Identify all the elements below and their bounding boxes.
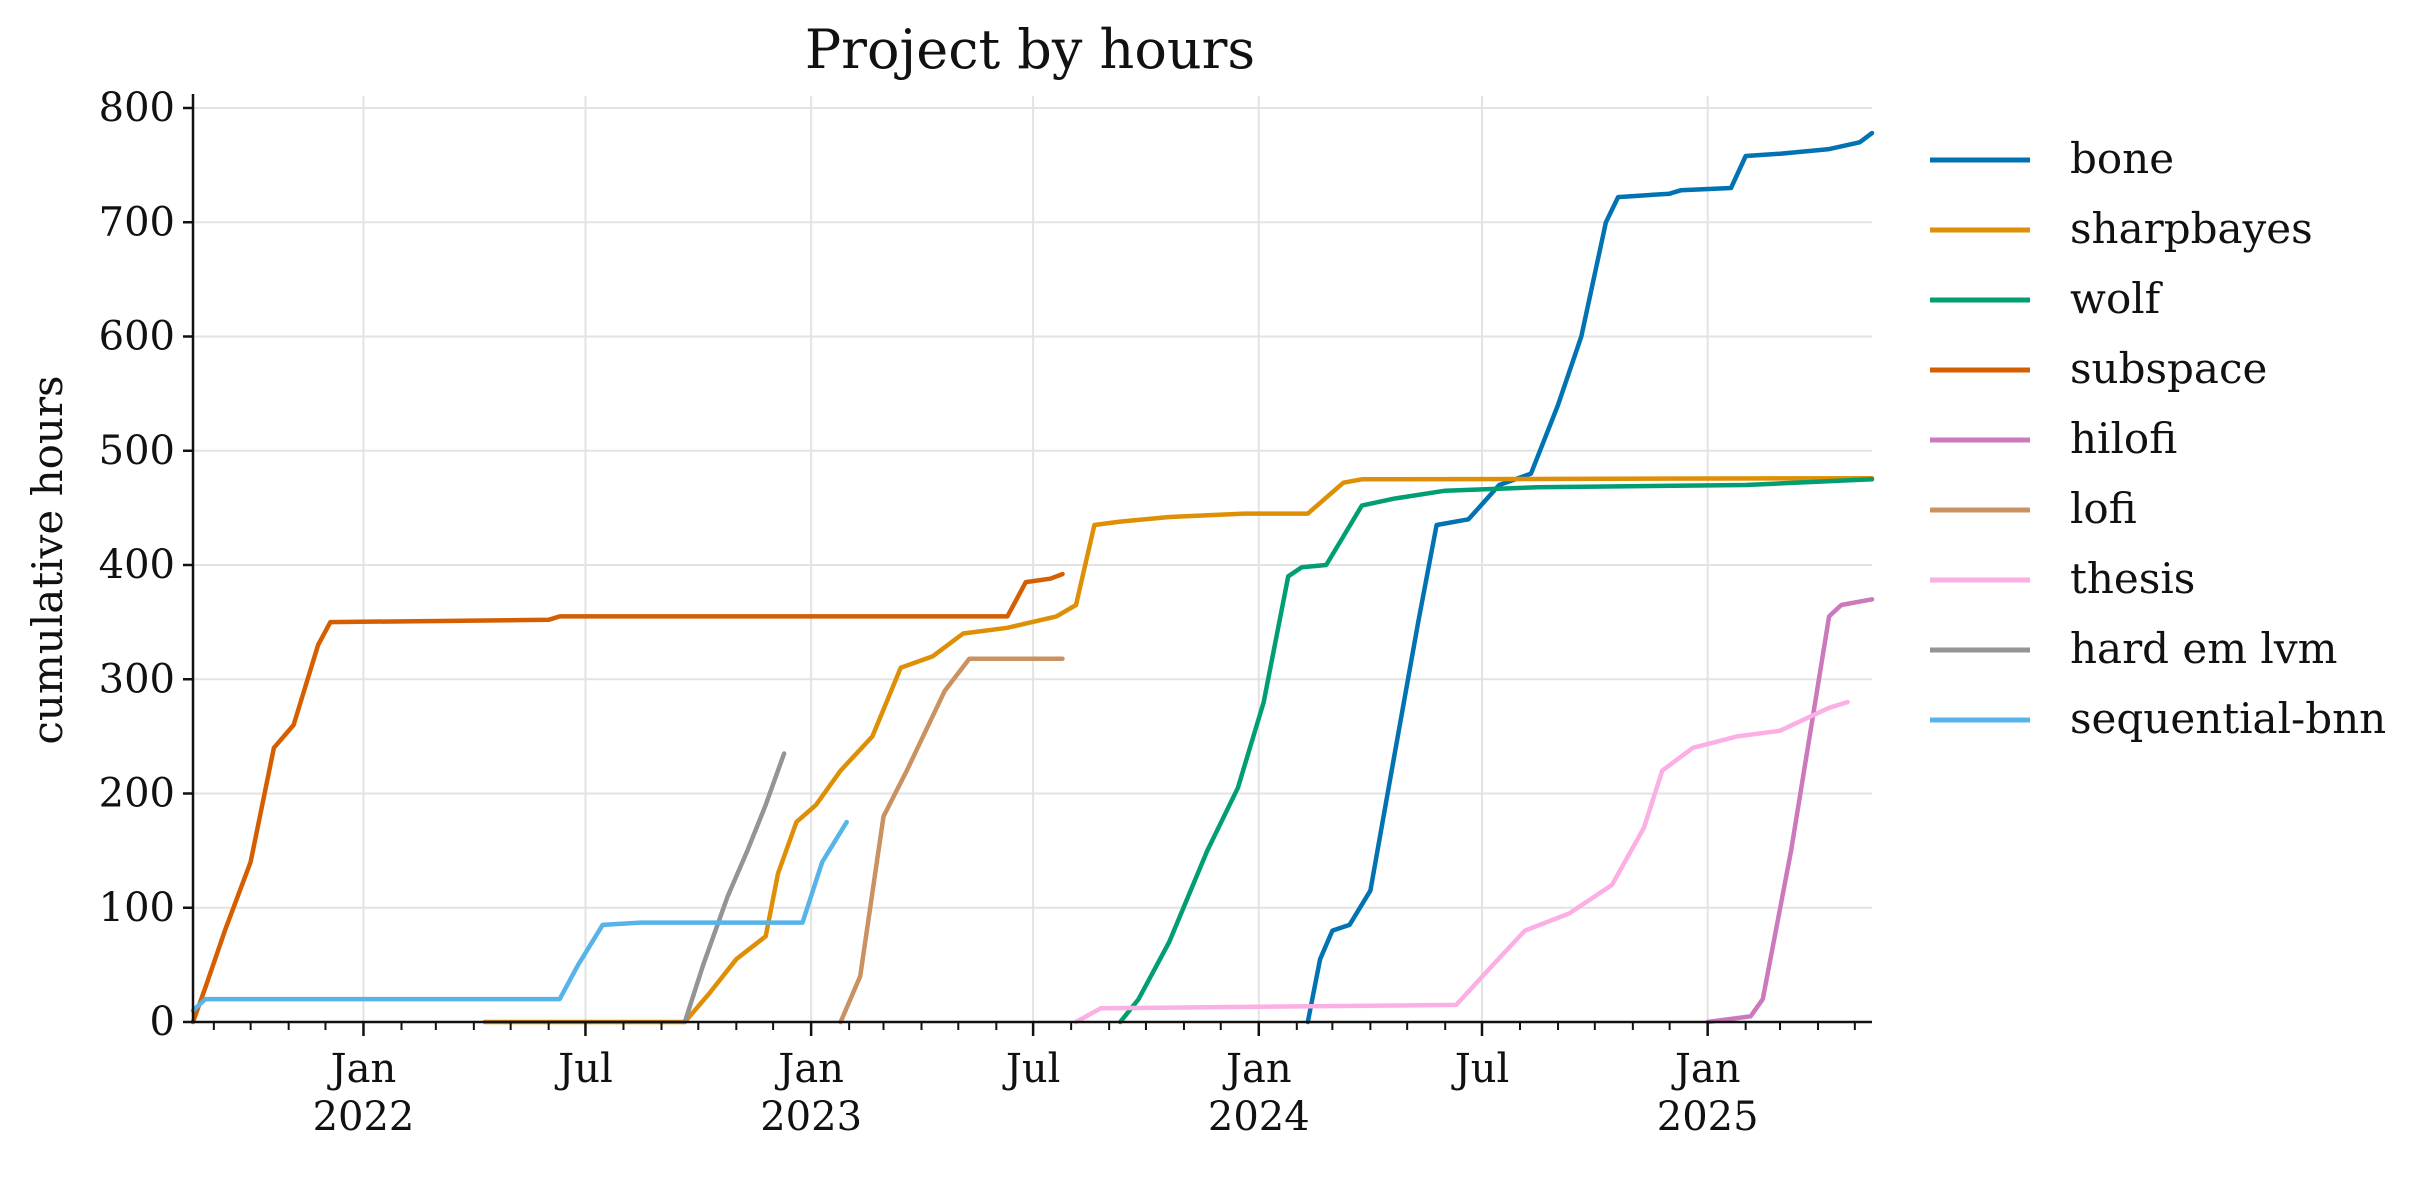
y-tick-label: 400 [99,542,175,588]
x-tick-label: Jan [774,1046,844,1092]
series-line-subspace [190,571,1065,1025]
series-line-thesis [1073,699,1850,1025]
series-line-sharpbayes [482,475,1875,1025]
x-tick-label: Jan [1671,1046,1741,1092]
series-line-sequential-bnn [190,819,849,1013]
y-tick-label: 700 [99,199,175,245]
legend-label: wolf [2070,274,2164,323]
x-tick-label: Jan [327,1046,397,1092]
legend-label: sharpbayes [2070,204,2313,253]
legend-label: sequential-bnn [2070,694,2386,743]
x-tick-label: Jul [1451,1046,1510,1092]
y-tick-label: 100 [99,885,175,931]
legend-label: hilofi [2070,414,2177,463]
x-tick-label: Jul [554,1046,613,1092]
series-line-lofi [838,656,1065,1025]
legend-label: hard em lvm [2070,624,2337,673]
series-lines [190,130,1875,1025]
series-line-hilofi [1705,597,1875,1025]
y-tick-label: 200 [99,771,175,817]
y-tick-label: 0 [150,999,175,1045]
series-line-hard-em-lvm [682,751,787,1025]
y-tick-label: 300 [99,656,175,702]
x-tick-sublabel: 2022 [313,1094,415,1140]
series-line-bone [1305,130,1875,1025]
legend: bone sharpbayes wolf subspace hilofi lofi thes… [1930,134,2386,743]
x-tick-sublabel: 2023 [760,1094,862,1140]
legend-label: thesis [2070,554,2195,603]
y-axis-label: cumulative hours [23,375,72,744]
x-tick-sublabel: 2024 [1208,1094,1310,1140]
legend-label: subspace [2070,344,2267,393]
y-tick-label: 500 [99,428,175,474]
grid [193,96,1872,1022]
y-tick-label: 600 [99,314,175,360]
x-tick-label: Jul [1002,1046,1061,1092]
x-tick-sublabel: 2025 [1657,1094,1759,1140]
x-tick-label: Jan [1222,1046,1292,1092]
legend-label: lofi [2070,484,2137,533]
series-line-wolf [1117,477,1875,1025]
legend-label: bone [2070,134,2174,183]
chart-title: Project by hours [805,18,1255,81]
y-tick-label: 800 [99,85,175,131]
